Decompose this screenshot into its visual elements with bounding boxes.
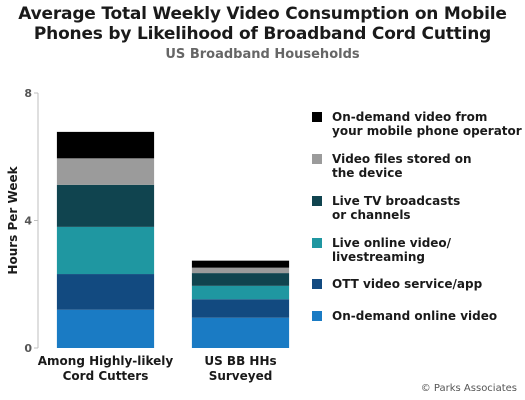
bar-segment bbox=[191, 299, 290, 318]
legend-label: Video files stored on the device bbox=[332, 152, 522, 180]
y-tick-label: 0 bbox=[24, 342, 32, 355]
chart-title: Average Total Weekly Video Consumption o… bbox=[0, 4, 525, 44]
legend-label: Live online video/livestreaming bbox=[332, 236, 522, 264]
x-category-label: Cord Cutters bbox=[63, 369, 149, 383]
legend-swatch bbox=[312, 311, 322, 321]
legend-label-line: or channels bbox=[332, 208, 411, 222]
legend-label-line: Live TV broadcasts bbox=[332, 194, 461, 208]
chart-subtitle: US Broadband Households bbox=[165, 47, 360, 62]
bar-segment bbox=[56, 131, 155, 159]
y-axis-label: Hours Per Week bbox=[6, 165, 20, 274]
y-tick-label: 4 bbox=[24, 215, 32, 228]
bar-segment bbox=[191, 285, 290, 300]
x-category-label: Among Highly-likely bbox=[38, 354, 174, 368]
bar-segment bbox=[56, 226, 155, 275]
chart-title-line: Average Total Weekly Video Consumption o… bbox=[18, 4, 507, 24]
legend-swatch bbox=[312, 112, 322, 122]
legend-swatch bbox=[312, 154, 322, 164]
bar-segment bbox=[56, 184, 155, 227]
legend-swatch bbox=[312, 196, 322, 206]
legend-label-line: On-demand video from bbox=[332, 110, 488, 124]
y-tick-label: 8 bbox=[24, 87, 32, 100]
legend-swatch bbox=[312, 279, 322, 289]
bar-segment bbox=[56, 309, 155, 348]
bar-segment bbox=[191, 273, 290, 286]
bar-segment bbox=[191, 317, 290, 348]
bar-segment bbox=[56, 274, 155, 310]
legend-label: Live TV broadcasts or channels bbox=[332, 194, 522, 222]
bar-segment bbox=[191, 267, 290, 274]
bar-segment bbox=[191, 260, 290, 268]
legend-label-line: Video files stored on bbox=[332, 152, 472, 166]
legend-swatch bbox=[312, 238, 322, 248]
chart-title-line: Phones by Likelihood of Broadband Cord C… bbox=[33, 24, 492, 44]
x-category-label: Surveyed bbox=[209, 369, 273, 383]
legend-label-line: livestreaming bbox=[332, 250, 425, 264]
legend-label-line: OTT video service/app bbox=[332, 277, 483, 291]
copyright-credit: © Parks Associates bbox=[420, 383, 517, 394]
legend-label-line: the device bbox=[332, 166, 403, 180]
legend-label-line: On-demand online video bbox=[332, 309, 498, 323]
legend-label-line: Live online video/ bbox=[332, 236, 452, 250]
legend-label-line: your mobile phone operator bbox=[332, 124, 522, 138]
legend-label: On-demand online video bbox=[332, 309, 522, 323]
legend-label: OTT video service/app bbox=[332, 277, 522, 291]
bar-segment bbox=[56, 158, 155, 185]
legend-label: On-demand video from your mobile phone op… bbox=[332, 110, 522, 138]
x-category-label: US BB HHs bbox=[204, 354, 276, 368]
